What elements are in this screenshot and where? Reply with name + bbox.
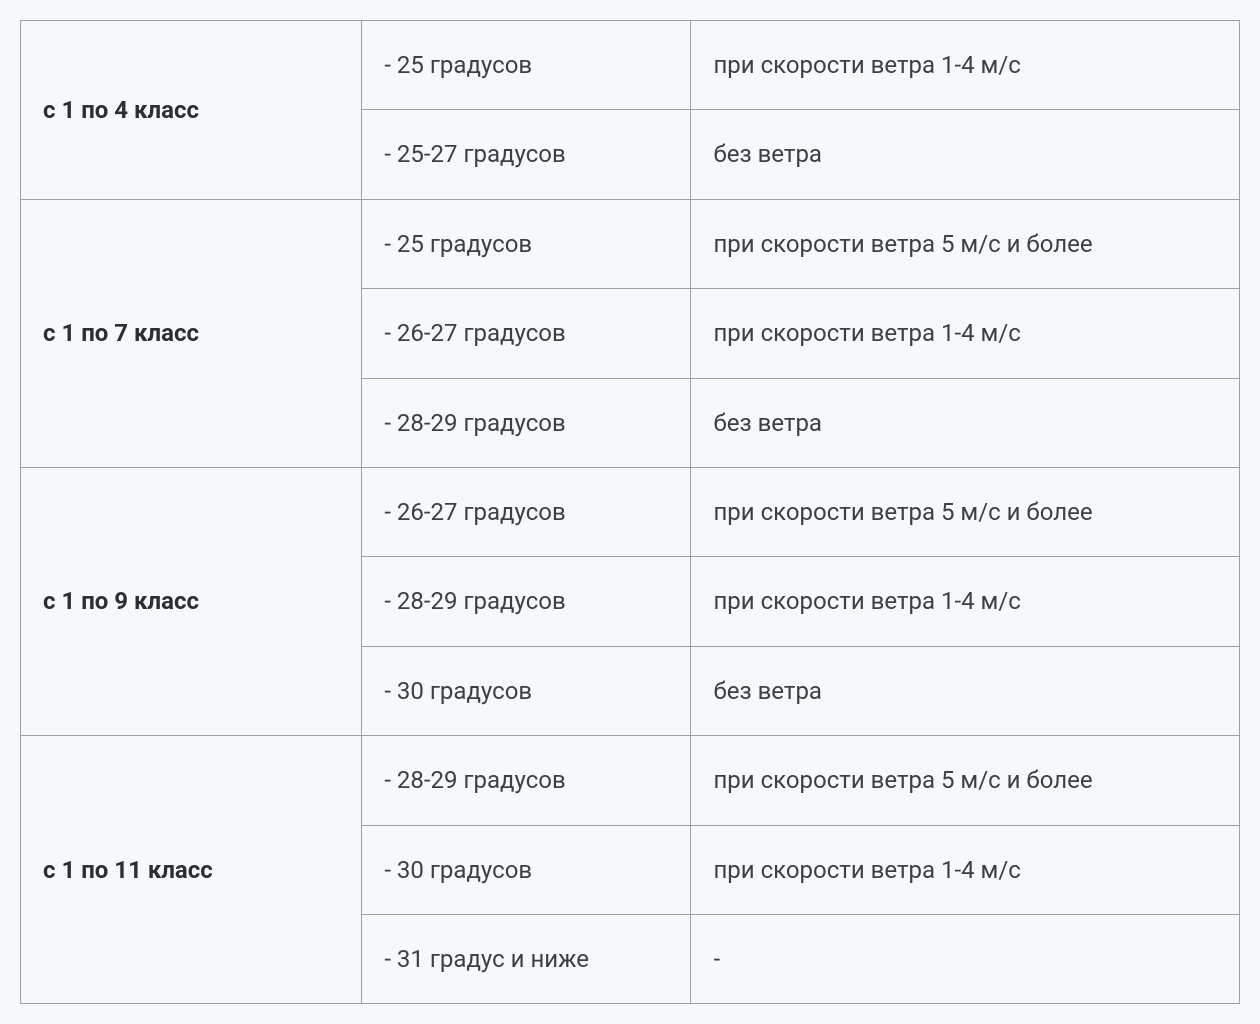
group-cell: с 1 по 4 класс [21,21,362,200]
temperature-cell: - 25-27 градусов [362,110,691,199]
temperature-cell: - 30 градусов [362,646,691,735]
table-row: с 1 по 9 класс- 26-27 градусовпри скорос… [21,467,1240,556]
wind-cell: при скорости ветра 5 м/с и более [691,467,1240,556]
temperature-cell: - 30 градусов [362,825,691,914]
wind-cell: при скорости ветра 1-4 м/с [691,21,1240,110]
temperature-cell: - 28-29 градусов [362,736,691,825]
table-row: с 1 по 11 класс- 28-29 градусовпри скоро… [21,736,1240,825]
wind-cell: без ветра [691,378,1240,467]
wind-cell: при скорости ветра 1-4 м/с [691,557,1240,646]
wind-cell: без ветра [691,110,1240,199]
group-cell: с 1 по 9 класс [21,467,362,735]
temperature-cell: - 25 градусов [362,21,691,110]
temperature-cell: - 25 градусов [362,199,691,288]
temperature-cell: - 31 градус и ниже [362,914,691,1003]
table-row: с 1 по 4 класс- 25 градусовпри скорости … [21,21,1240,110]
table-container: с 1 по 4 класс- 25 градусовпри скорости … [0,0,1260,1024]
wind-cell: при скорости ветра 5 м/с и более [691,736,1240,825]
temperature-cell: - 26-27 градусов [362,289,691,378]
temperature-cell: - 28-29 градусов [362,557,691,646]
temperature-cell: - 26-27 градусов [362,467,691,556]
group-cell: с 1 по 7 класс [21,199,362,467]
wind-cell: при скорости ветра 1-4 м/с [691,289,1240,378]
group-cell: с 1 по 11 класс [21,736,362,1004]
wind-cell: без ветра [691,646,1240,735]
wind-cell: при скорости ветра 1-4 м/с [691,825,1240,914]
temperature-table: с 1 по 4 класс- 25 градусовпри скорости … [20,20,1240,1004]
temperature-cell: - 28-29 градусов [362,378,691,467]
table-row: с 1 по 7 класс- 25 градусовпри скорости … [21,199,1240,288]
wind-cell: при скорости ветра 5 м/с и более [691,199,1240,288]
wind-cell: - [691,914,1240,1003]
